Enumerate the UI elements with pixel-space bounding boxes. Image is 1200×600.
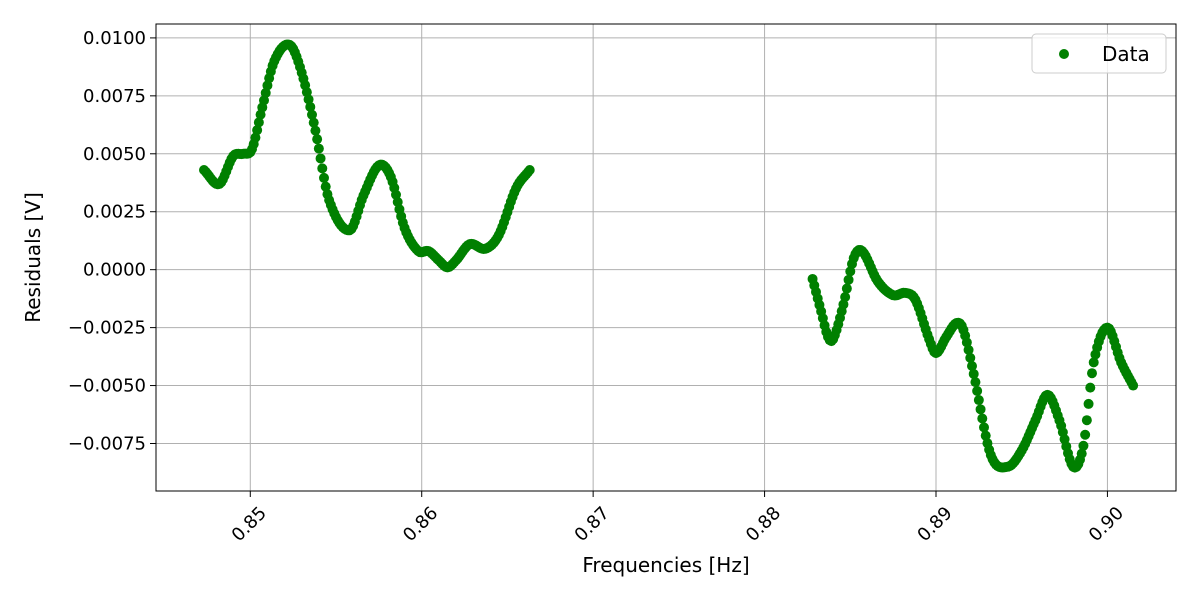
x-axis-label: Frequencies [Hz]: [582, 553, 749, 577]
data-point: [961, 337, 972, 348]
y-tick-label: −0.0075: [68, 433, 146, 454]
y-tick-label: 0.0025: [83, 202, 146, 223]
y-tick-label: 0.0050: [83, 144, 146, 165]
data-point: [838, 299, 849, 310]
data-point: [965, 352, 976, 363]
data-point: [253, 117, 264, 128]
data-point: [317, 163, 328, 174]
data-point: [841, 283, 852, 294]
data-point: [308, 117, 319, 128]
data-points: [199, 39, 1139, 473]
x-tick-label: 0.90: [1085, 503, 1128, 546]
y-axis-label: Residuals [V]: [21, 192, 45, 323]
data-point: [1080, 429, 1091, 440]
data-point: [1083, 398, 1094, 409]
x-tick-label: 0.89: [913, 503, 956, 546]
data-point: [977, 413, 988, 424]
data-point: [975, 404, 986, 415]
y-tick-label: −0.0025: [68, 318, 146, 339]
data-point: [1076, 448, 1087, 459]
y-tick-label: −0.0050: [68, 376, 146, 397]
plot-frame: [155, 23, 1177, 492]
legend-label-data: Data: [1102, 42, 1150, 66]
x-tick-label: 0.88: [742, 503, 785, 546]
data-point: [305, 101, 316, 112]
data-point: [1081, 415, 1092, 426]
data-point: [259, 95, 269, 106]
x-tick-label: 0.85: [228, 503, 271, 546]
data-point: [1088, 357, 1099, 368]
data-point: [973, 395, 984, 406]
y-tick-label: 0.0100: [83, 28, 146, 49]
data-point: [303, 94, 314, 105]
data-point: [252, 125, 263, 136]
data-point: [845, 266, 856, 277]
data-point: [963, 344, 974, 355]
y-tick-label: 0.0000: [83, 260, 146, 281]
data-point: [968, 368, 979, 379]
data-point: [319, 172, 329, 183]
data-point: [524, 165, 535, 176]
data-point: [840, 291, 851, 302]
data-point: [313, 143, 324, 154]
data-point: [1128, 380, 1139, 391]
data-point: [1087, 368, 1097, 379]
data-point: [970, 377, 981, 388]
data-point: [310, 125, 321, 136]
y-tick-label: 0.0075: [83, 86, 146, 107]
data-point: [320, 181, 331, 192]
data-point: [1078, 440, 1089, 451]
x-tick-label: 0.86: [399, 503, 442, 546]
data-point: [315, 153, 326, 164]
axis-ticks: 0.85 0.86 0.87 0.88 0.89 0.90 −0.0075 −0.0050 −0…: [68, 28, 1128, 546]
data-point: [312, 134, 323, 145]
data-point: [980, 430, 991, 441]
data-point: [967, 360, 977, 371]
data-point: [1085, 382, 1096, 393]
legend: Data: [1031, 33, 1167, 74]
grid: [156, 24, 1176, 491]
legend-marker: [1059, 49, 1069, 59]
data-point: [979, 422, 989, 433]
data-point: [843, 274, 854, 285]
data-point: [972, 385, 983, 396]
data-point: [307, 109, 317, 120]
data-point: [260, 87, 271, 98]
x-tick-label: 0.87: [571, 503, 614, 546]
legend-box: [1031, 33, 1167, 74]
